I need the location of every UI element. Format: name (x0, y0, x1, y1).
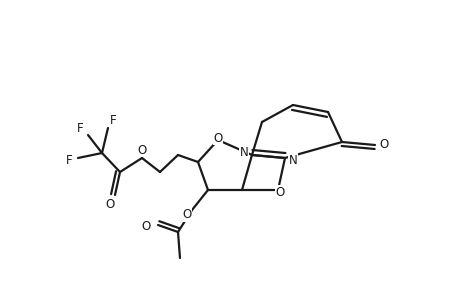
Text: F: F (77, 122, 83, 134)
Text: O: O (137, 143, 146, 157)
Text: O: O (379, 139, 388, 152)
Text: O: O (213, 131, 222, 145)
Text: O: O (182, 208, 191, 221)
Text: N: N (288, 154, 297, 166)
Text: O: O (275, 185, 284, 199)
Text: F: F (109, 115, 116, 128)
Text: O: O (105, 199, 114, 212)
Text: F: F (66, 154, 72, 166)
Text: N: N (239, 146, 248, 160)
Text: O: O (141, 220, 150, 233)
